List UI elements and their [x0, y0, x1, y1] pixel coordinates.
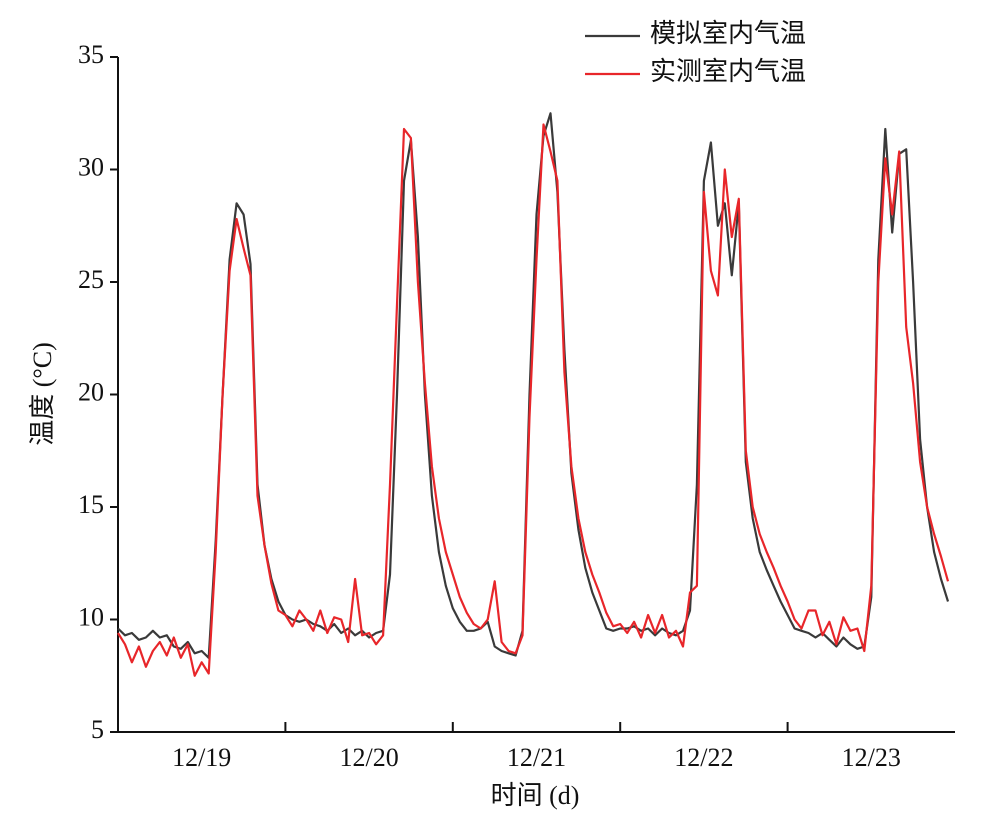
x-tick-label: 12/19 [172, 743, 231, 772]
legend-label: 模拟室内气温 [650, 19, 806, 48]
y-tick-label: 35 [78, 40, 104, 69]
y-tick-label: 15 [78, 490, 104, 519]
y-tick-label: 20 [78, 377, 104, 406]
y-axis-label: 温度 (°C) [28, 342, 57, 446]
series-line [117, 112, 950, 659]
series-line [117, 123, 950, 677]
y-tick-label: 30 [78, 152, 104, 181]
x-tick-label: 12/21 [507, 743, 566, 772]
x-tick-label: 12/20 [339, 743, 398, 772]
y-tick-label: 25 [78, 265, 104, 294]
legend-label: 实测室内气温 [650, 57, 806, 86]
y-tick-label: 10 [78, 602, 104, 631]
x-tick-label: 12/23 [842, 743, 901, 772]
y-tick-label: 5 [91, 715, 104, 744]
x-axis-label: 时间 (d) [491, 781, 580, 810]
x-tick-label: 12/22 [674, 743, 733, 772]
